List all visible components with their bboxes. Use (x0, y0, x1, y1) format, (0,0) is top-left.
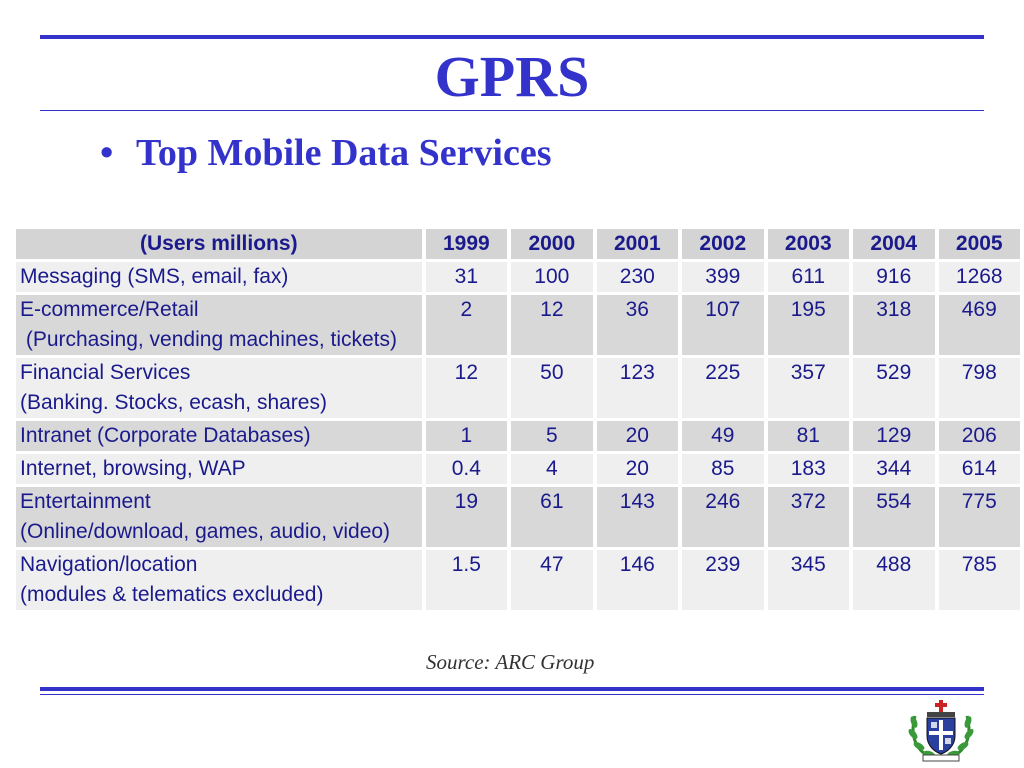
cell-value: 143 (596, 487, 679, 547)
cell-value: 12 (511, 295, 593, 355)
top-rule (40, 35, 984, 39)
cell-value: 357 (767, 358, 850, 418)
cell-value: 31 (425, 262, 508, 292)
table-row: Intranet (Corporate Databases) 1 5 20 49… (16, 421, 1020, 451)
cell-value: 129 (853, 421, 935, 451)
bullet-dot: • (100, 132, 114, 174)
table-row: Navigation/location (modules & telematics… (16, 550, 1020, 610)
year-header: 2001 (596, 229, 679, 259)
cell-value: 785 (938, 550, 1020, 610)
cell-value: 239 (682, 550, 764, 610)
row-label: Navigation/location (modules & telematics… (16, 550, 422, 610)
cell-value: 1.5 (425, 550, 508, 610)
cell-value: 345 (767, 550, 850, 610)
year-header: 2002 (682, 229, 764, 259)
cell-value: 246 (682, 487, 764, 547)
school-crest-icon (908, 700, 974, 762)
cell-value: 100 (511, 262, 593, 292)
cell-value: 81 (767, 421, 850, 451)
table-row: Messaging (SMS, email, fax) 31 100 230 3… (16, 262, 1020, 292)
cell-value: 12 (425, 358, 508, 418)
cell-value: 318 (853, 295, 935, 355)
cell-value: 123 (596, 358, 679, 418)
title-underline (40, 110, 984, 111)
cell-value: 1268 (938, 262, 1020, 292)
row-label: Internet, browsing, WAP (16, 454, 422, 484)
table-row: Entertainment (Online/download, games, au… (16, 487, 1020, 547)
cell-value: 614 (938, 454, 1020, 484)
header-label: (Users millions) (16, 229, 422, 259)
row-label: Messaging (SMS, email, fax) (16, 262, 422, 292)
year-header: 2003 (767, 229, 850, 259)
row-label: Intranet (Corporate Databases) (16, 421, 422, 451)
cell-value: 49 (682, 421, 764, 451)
table-header-row: (Users millions) 1999 2000 2001 2002 200… (16, 229, 1020, 259)
cell-value: 107 (682, 295, 764, 355)
cell-value: 183 (767, 454, 850, 484)
cell-value: 20 (596, 421, 679, 451)
cell-value: 195 (767, 295, 850, 355)
cell-value: 230 (596, 262, 679, 292)
services-table: (Users millions) 1999 2000 2001 2002 200… (12, 226, 1024, 613)
bullet-item: • Top Mobile Data Services (100, 128, 552, 178)
year-header: 2005 (938, 229, 1020, 259)
cell-value: 372 (767, 487, 850, 547)
cell-value: 4 (511, 454, 593, 484)
cell-value: 0.4 (425, 454, 508, 484)
cell-value: 20 (596, 454, 679, 484)
cell-value: 85 (682, 454, 764, 484)
year-header: 2000 (511, 229, 593, 259)
bullet-text: Top Mobile Data Services (136, 132, 552, 174)
cell-value: 225 (682, 358, 764, 418)
cell-value: 399 (682, 262, 764, 292)
cell-value: 36 (596, 295, 679, 355)
cell-value: 775 (938, 487, 1020, 547)
cell-value: 146 (596, 550, 679, 610)
cell-value: 1 (425, 421, 508, 451)
year-header: 2004 (853, 229, 935, 259)
cell-value: 47 (511, 550, 593, 610)
cell-value: 206 (938, 421, 1020, 451)
cell-value: 916 (853, 262, 935, 292)
cell-value: 344 (853, 454, 935, 484)
cell-value: 529 (853, 358, 935, 418)
year-header: 1999 (425, 229, 508, 259)
cell-value: 611 (767, 262, 850, 292)
table-row: Financial Services (Banking. Stocks, ecas… (16, 358, 1020, 418)
table-row: Internet, browsing, WAP 0.4 4 20 85 183 … (16, 454, 1020, 484)
source-note: Source: ARC Group (426, 650, 595, 674)
cell-value: 798 (938, 358, 1020, 418)
cell-value: 554 (853, 487, 935, 547)
bottom-rule (40, 687, 984, 691)
cell-value: 5 (511, 421, 593, 451)
cell-value: 19 (425, 487, 508, 547)
bottom-rule-thin (40, 694, 984, 695)
table-row: E-commerce/Retail (Purchasing, vending m… (16, 295, 1020, 355)
cell-value: 469 (938, 295, 1020, 355)
row-label: Entertainment (Online/download, games, au… (16, 487, 422, 547)
cell-value: 50 (511, 358, 593, 418)
cell-value: 2 (425, 295, 508, 355)
row-label: Financial Services (Banking. Stocks, ecas… (16, 358, 422, 418)
cell-value: 488 (853, 550, 935, 610)
row-label: E-commerce/Retail (Purchasing, vending m… (16, 295, 422, 355)
slide-title: GPRS (434, 44, 590, 109)
cell-value: 61 (511, 487, 593, 547)
